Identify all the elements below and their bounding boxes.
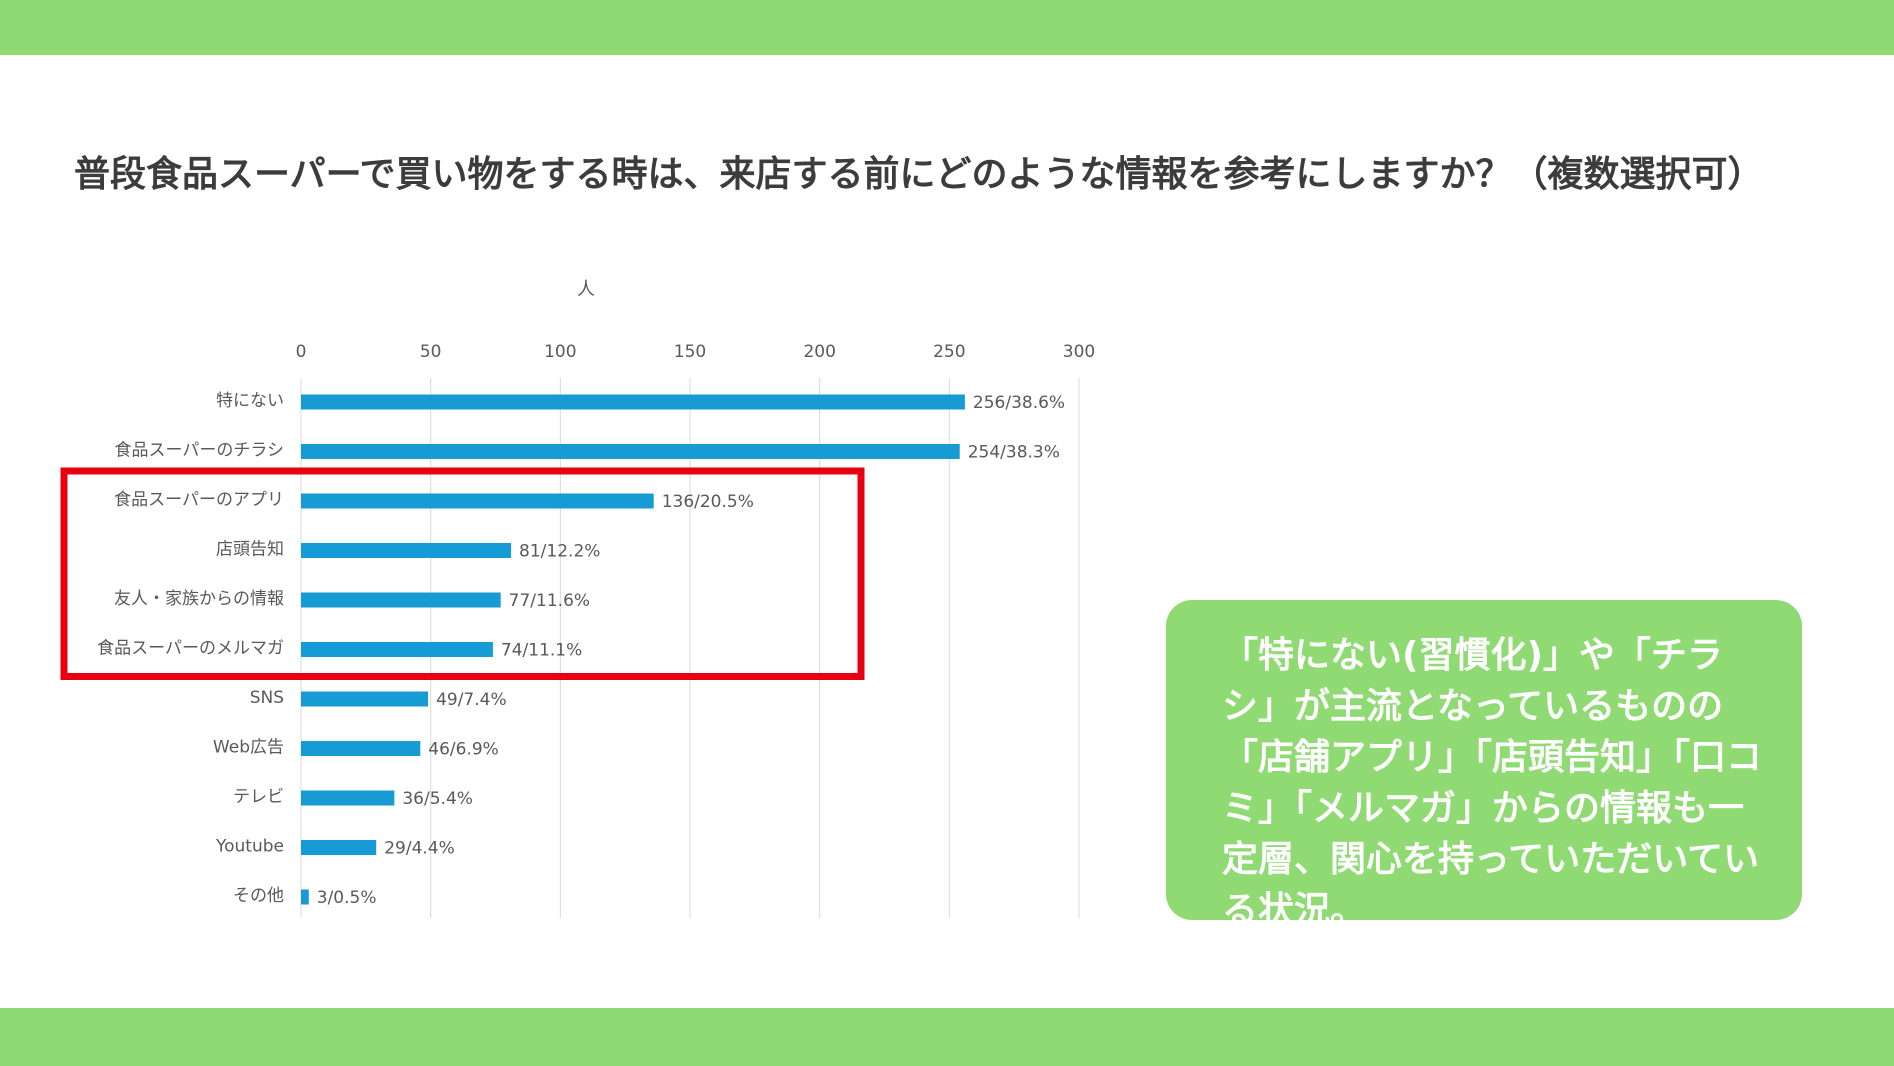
category-label: 店頭告知 <box>216 540 284 560</box>
data-label: 77/11.6% <box>509 591 590 611</box>
bar <box>301 741 421 756</box>
highlight-box <box>60 467 865 680</box>
x-tick-label: 50 <box>420 342 442 362</box>
bar <box>301 444 960 459</box>
data-label: 74/11.1% <box>501 641 582 661</box>
slide-title: 普段食品スーパーで買い物をする時は、来店する前にどのような情報を参考にしますか？… <box>74 154 1764 195</box>
bar <box>301 543 512 558</box>
summary-callout: 「特にない(習慣化)」や「チラシ」が主流となっているものの「店舗アプリ」「店頭告… <box>1166 600 1802 931</box>
axis-unit-label: 人 <box>577 279 595 300</box>
data-label: 36/5.4% <box>402 789 473 809</box>
bar <box>301 592 501 608</box>
data-label: 3/0.5% <box>317 888 377 908</box>
bar <box>301 642 493 657</box>
category-label: テレビ <box>233 787 284 807</box>
category-label: Youtube <box>215 837 284 857</box>
data-label: 136/20.5% <box>662 492 754 512</box>
x-tick-label: 250 <box>933 342 965 362</box>
category-label: 特にない <box>216 391 284 411</box>
bar <box>301 394 965 410</box>
data-label: 81/12.2% <box>519 542 600 562</box>
data-label: 49/7.4% <box>436 690 507 710</box>
data-label: 46/6.9% <box>428 740 499 760</box>
bar <box>301 493 654 509</box>
x-tick-label: 200 <box>803 342 835 362</box>
top-band <box>0 0 1894 55</box>
category-label: 友人・家族からの情報 <box>114 589 284 609</box>
x-tick-label: 300 <box>1063 342 1095 362</box>
category-label: SNS <box>250 688 284 708</box>
category-label: 食品スーパーのメルマガ <box>97 639 284 659</box>
bar <box>301 889 309 905</box>
data-label: 29/4.4% <box>384 839 455 859</box>
category-label: Web広告 <box>213 738 284 758</box>
bar <box>301 691 429 707</box>
bar <box>301 790 395 806</box>
category-label: 食品スーパーのチラシ <box>115 441 285 461</box>
category-label: 食品スーパーのアプリ <box>114 490 284 510</box>
data-label: 254/38.3% <box>968 443 1060 463</box>
x-tick-label: 0 <box>296 342 307 362</box>
x-tick-label: 150 <box>674 342 706 362</box>
bar <box>301 840 377 855</box>
x-tick-label: 100 <box>544 342 576 362</box>
data-label: 256/38.6% <box>973 393 1065 413</box>
category-label: その他 <box>233 886 284 906</box>
bottom-band <box>0 1008 1894 1066</box>
